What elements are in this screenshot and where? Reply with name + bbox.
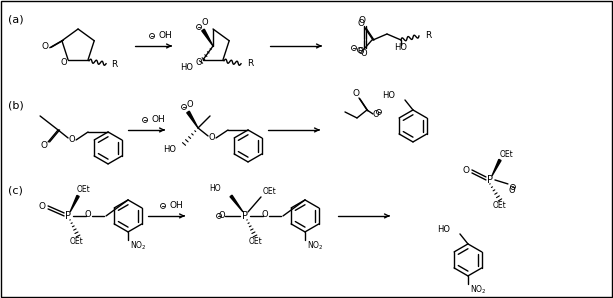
Text: HO: HO (163, 145, 176, 154)
Polygon shape (70, 195, 79, 212)
Text: OEt: OEt (77, 185, 91, 194)
Polygon shape (187, 111, 198, 128)
Text: O: O (357, 47, 364, 57)
Text: OEt: OEt (500, 150, 514, 159)
Text: NO$_2$: NO$_2$ (470, 284, 487, 296)
Text: R: R (247, 59, 253, 68)
Text: P: P (487, 175, 493, 185)
Text: HO: HO (437, 225, 450, 235)
Text: O: O (196, 58, 202, 67)
Polygon shape (492, 159, 501, 176)
Text: O: O (40, 142, 48, 150)
Text: O: O (85, 210, 91, 219)
Text: OEt: OEt (248, 238, 262, 246)
Text: O: O (373, 111, 379, 119)
Text: R: R (425, 32, 431, 41)
Text: O: O (509, 187, 516, 195)
Text: HO: HO (180, 63, 193, 72)
Text: O: O (357, 19, 365, 29)
Text: O: O (61, 58, 67, 67)
Text: R: R (111, 60, 117, 69)
Text: O: O (219, 212, 226, 221)
Text: OH: OH (151, 115, 165, 125)
Text: OEt: OEt (263, 187, 276, 196)
Text: OH: OH (169, 201, 183, 210)
Text: (b): (b) (8, 101, 24, 111)
Text: OH: OH (158, 32, 172, 41)
Text: O: O (208, 134, 215, 142)
Text: HO: HO (382, 91, 395, 100)
Text: O: O (352, 89, 359, 98)
Text: O: O (262, 210, 268, 219)
Text: O: O (41, 42, 48, 51)
Text: (a): (a) (8, 15, 24, 25)
Text: OEt: OEt (69, 238, 83, 246)
Text: O: O (359, 16, 365, 26)
Text: NO$_2$: NO$_2$ (307, 240, 324, 252)
Text: NO$_2$: NO$_2$ (130, 240, 147, 252)
Text: O: O (69, 136, 75, 145)
Text: OEt: OEt (493, 201, 507, 210)
Text: P: P (65, 211, 71, 221)
Text: HO: HO (210, 184, 221, 193)
Text: O: O (202, 18, 208, 27)
Text: O: O (187, 100, 193, 109)
Text: HO: HO (395, 44, 408, 52)
Text: (c): (c) (8, 186, 23, 196)
Text: O: O (360, 49, 367, 58)
Text: O: O (39, 202, 45, 212)
Text: P: P (242, 211, 248, 221)
Polygon shape (230, 195, 243, 212)
Text: O: O (462, 167, 470, 176)
Polygon shape (202, 29, 213, 46)
